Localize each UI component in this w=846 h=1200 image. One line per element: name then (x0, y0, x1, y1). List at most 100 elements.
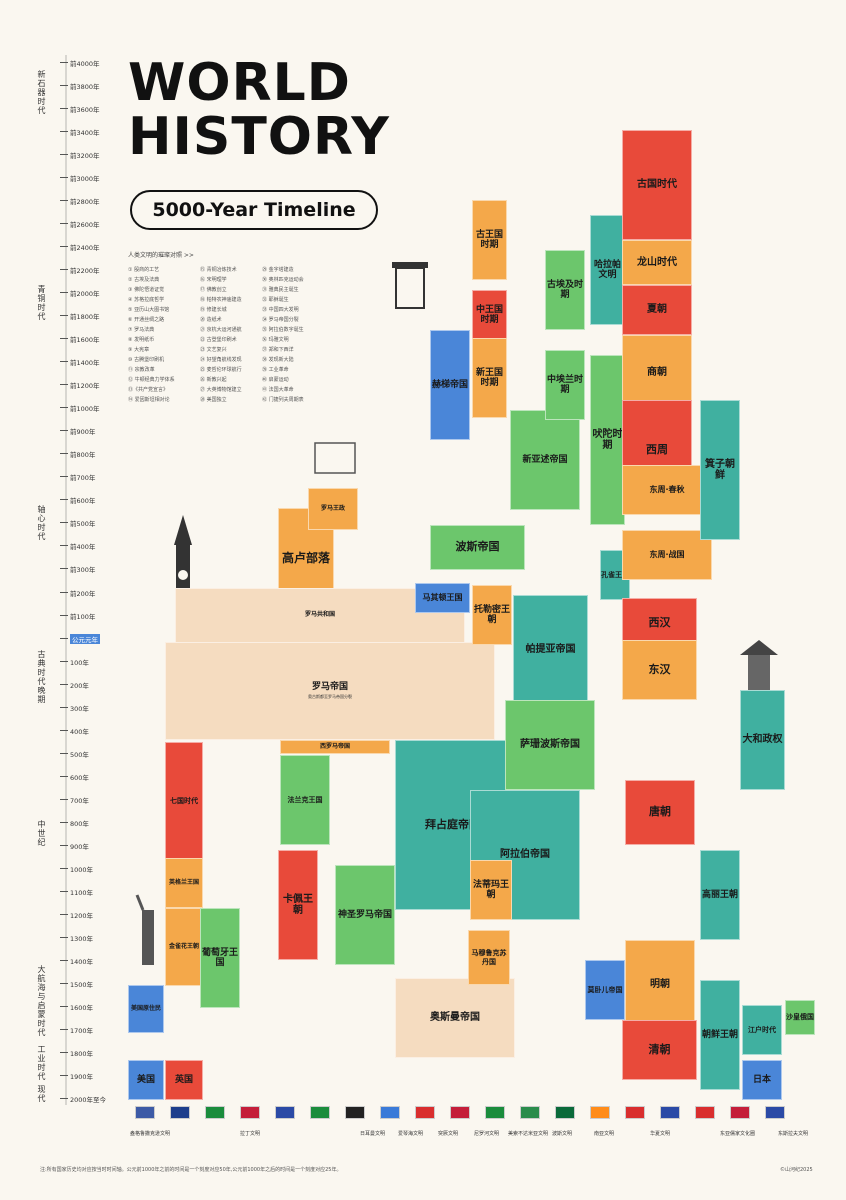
axis-tick-label: 前1200年 (70, 382, 100, 391)
block-name: 神圣罗马帝国 (337, 909, 392, 920)
axis-tick-label: 前200年 (70, 589, 96, 598)
axis-tick-label: 1100年 (70, 888, 94, 897)
legend-item: ⑲ 修建长城 (200, 307, 227, 313)
block-name: 中王国时期 (475, 304, 503, 325)
axis-tick-label: 前500年 (70, 520, 96, 529)
block-name: 西罗马帝国 (319, 742, 350, 750)
axis-tick-mark (60, 292, 68, 294)
axis-tick-label: 前700年 (70, 474, 96, 483)
axis-tick-mark (60, 660, 68, 662)
timeline-block: 萨珊波斯帝国 (505, 700, 595, 790)
block-name: 马其顿王国 (422, 593, 463, 603)
civilization-label: 日耳曼文明 (360, 1131, 386, 1137)
block-name: 莫卧儿帝国 (587, 985, 623, 994)
legend-item: ⑭ 爱因斯坦相对论 (128, 397, 170, 403)
timeline-block: 龙山时代 (622, 240, 692, 285)
timeline-block: 美国 (128, 1060, 164, 1100)
block-name: 帕提亚帝国 (525, 644, 576, 656)
timeline-block: 美国原住民 (128, 985, 164, 1033)
block-name: 高丽王朝 (701, 889, 738, 900)
block-name: 沙皇俄国 (786, 1013, 814, 1022)
legend-item: ㊴ 工业革命 (262, 367, 289, 373)
axis-tick-label: 600年 (70, 773, 89, 782)
axis-tick-label: 前900年 (70, 428, 96, 437)
axis-tick-mark (60, 706, 68, 708)
axis-tick-mark (60, 844, 68, 846)
axis-tick-label: 1900年 (70, 1072, 94, 1081)
legend-item: ㊳ 发现新大陆 (262, 357, 294, 363)
block-name: 大和政权 (742, 734, 783, 746)
axis-tick-label: 前800年 (70, 451, 96, 460)
timeline-block: 葡萄牙王国 (200, 908, 240, 1008)
axis-tick-mark (60, 1074, 68, 1076)
legend-item: ⑨ 大宪章 (128, 347, 150, 353)
pagoda-icon (740, 640, 778, 700)
timeline-block: 江户时代 (742, 1005, 782, 1055)
axis-tick-label: 前2000年 (70, 290, 100, 299)
block-name: 古王国时期 (475, 229, 503, 250)
timeline-block: 吠陀时期 (590, 355, 625, 525)
block-name: 金雀花王朝 (168, 942, 199, 950)
timeline-block: 罗马王政 (308, 488, 358, 530)
country-flag-icon (415, 1106, 435, 1119)
country-flag-icon (520, 1106, 540, 1119)
block-name: 新亚述帝国 (522, 454, 568, 465)
block-name: 萨珊波斯帝国 (520, 739, 580, 751)
block-name: 东周·春秋 (649, 485, 685, 495)
civilization-label: 南亚文明 (594, 1131, 615, 1137)
axis-tick-label: 前3400年 (70, 129, 100, 138)
legend-item: ⑦ 罗马法典 (128, 327, 155, 333)
axis-tick-mark (60, 591, 68, 593)
timeline-block: 商朝 (622, 335, 692, 410)
timeline-block: 金雀花王朝 (165, 908, 203, 986)
country-flag-icon (240, 1106, 260, 1119)
timeline-block: 卡佩王朝 (278, 850, 318, 960)
timeline-axis (40, 55, 68, 1105)
axis-tick-label: 前1400年 (70, 359, 100, 368)
axis-tick-mark (60, 867, 68, 869)
era-label: 中世纪 (37, 820, 46, 847)
country-flag-icon (380, 1106, 400, 1119)
axis-tick-label: 前3600年 (70, 106, 100, 115)
legend-item: ㊵ 启蒙运动 (262, 377, 289, 383)
axis-tick-label: 前3200年 (70, 152, 100, 161)
axis-tick-label: 2000年至今 (70, 1096, 107, 1104)
block-name: 葡萄牙王国 (201, 947, 238, 968)
legend-item: ㉙ 金字塔建造 (262, 267, 294, 273)
era-label: 古典时代晚期 (37, 650, 46, 704)
axis-tick-label: 前1000年 (70, 405, 100, 414)
axis-tick-mark (60, 821, 68, 823)
axis-tick-label: 前3800年 (70, 83, 100, 92)
legend-item: ⑪ 宗教改革 (128, 367, 155, 373)
axis-tick-label: 1700年 (70, 1026, 94, 1035)
axis-tick-label: 200年 (70, 681, 89, 690)
timeline-block: 日本 (742, 1060, 782, 1100)
axis-tick-label: 1800年 (70, 1049, 94, 1058)
axis-tick-mark (60, 85, 68, 87)
block-name: 托勒密王朝 (473, 604, 510, 625)
title-line2: HISTORY (128, 107, 390, 167)
axis-tick-mark (60, 614, 68, 616)
timeline-block: 波斯帝国 (430, 525, 525, 570)
block-name: 商朝 (647, 366, 667, 378)
timeline-block: 神圣罗马帝国 (335, 865, 395, 965)
block-name: 西周 (646, 442, 668, 456)
legend-item: ⑫ 牛顿经典力学体系 (128, 377, 175, 383)
axis-tick-mark (60, 246, 68, 248)
block-name: 英格兰王国 (168, 878, 199, 886)
timeline-block: 新王国时期 (472, 338, 507, 418)
timeline-block: 法蒂玛王朝 (470, 860, 512, 920)
block-name: 江户时代 (748, 1025, 776, 1034)
axis-tick-mark (60, 269, 68, 271)
block-name: 中埃兰时期 (546, 374, 583, 395)
axis-tick-mark (60, 936, 68, 938)
legend-item: ㊱ 玛雅文明 (262, 337, 289, 343)
axis-tick-mark (60, 775, 68, 777)
timeline-block: 新亚述帝国 (510, 410, 580, 510)
legend-item: ㉑ 京杭大运河通航 (200, 327, 242, 333)
era-label: 工业时代 (37, 1045, 46, 1081)
country-flag-icon (625, 1106, 645, 1119)
timeline-block: 古国时代 (622, 130, 692, 240)
legend-item: ㉝ 中国四大发明 (262, 307, 299, 313)
credit: ©山河纪2025 (780, 1167, 813, 1173)
